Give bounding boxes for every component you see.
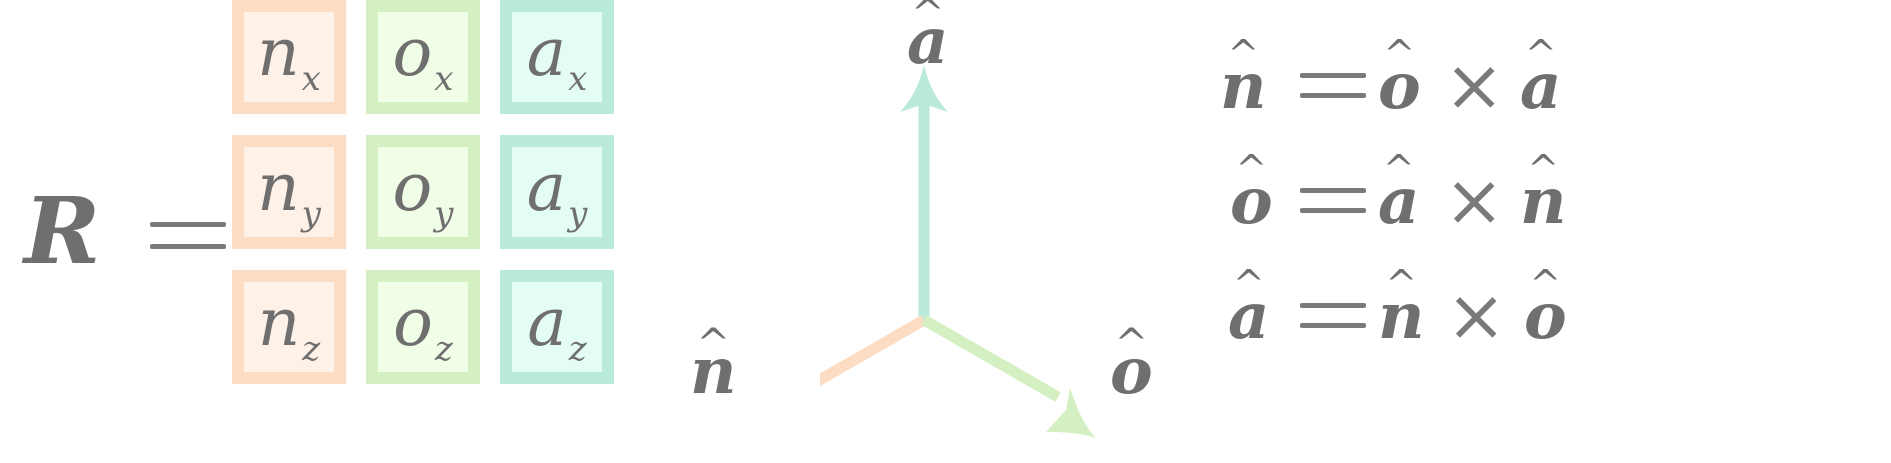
cell-symbol: o — [392, 14, 433, 91]
axis-letter: a — [907, 4, 949, 79]
cell-subscript: x — [568, 59, 588, 99]
hat-accent: ^ — [1114, 321, 1149, 367]
hat-accent: ^ — [1527, 147, 1560, 191]
relation-o: ^ o ^ a × ^ n — [1230, 150, 1640, 250]
coordinate-frame-diagram — [820, 65, 1096, 438]
hat-accent: ^ — [1382, 147, 1415, 191]
cell-subscript: x — [434, 59, 454, 99]
relation-operand-2: ^ n — [1520, 150, 1567, 234]
relation-equals — [1300, 188, 1366, 214]
relation-lhs-letter: o — [1230, 164, 1273, 239]
relation-lhs-letter: a — [1228, 279, 1270, 354]
cell-subscript: y — [434, 194, 454, 234]
cell-subscript: z — [434, 329, 453, 369]
cell-symbol: n — [257, 284, 301, 361]
relation-operand-1: ^ o — [1378, 35, 1421, 119]
a-axis-arrowhead — [900, 65, 948, 112]
relation-n: ^ n ^ o × ^ a — [1220, 35, 1630, 135]
axis-label-o: ^ o — [1110, 324, 1153, 404]
hat-accent: ^ — [910, 0, 945, 37]
relation-lhs-letter: n — [1220, 49, 1267, 124]
relation-operand-1: ^ a — [1378, 150, 1419, 234]
cell-symbol: a — [526, 149, 567, 226]
hat-accent: ^ — [1235, 147, 1268, 191]
times-symbol: × — [1446, 273, 1507, 357]
cell-symbol: o — [393, 284, 433, 361]
cell-subscript: x — [301, 59, 321, 99]
relation-lhs: ^ n — [1220, 35, 1267, 119]
relation-equals — [1300, 73, 1366, 99]
o-axis-line — [921, 315, 1061, 402]
axis-label-a: ^ a — [907, 0, 948, 74]
relation-operand-1-letter: o — [1378, 49, 1421, 124]
relation-operand-2-letter: a — [1520, 49, 1562, 124]
relation-operand-2-letter: n — [1520, 164, 1567, 239]
hat-accent: ^ — [696, 321, 731, 367]
relation-equals — [1300, 303, 1366, 329]
cell-symbol: a — [527, 284, 567, 361]
relation-operand-2: ^ a — [1520, 35, 1561, 119]
cell-symbol: a — [526, 14, 567, 91]
cell-subscript: z — [568, 329, 587, 369]
hat-accent: ^ — [1232, 262, 1265, 306]
relation-lhs: ^ a — [1228, 265, 1269, 349]
hat-accent: ^ — [1524, 32, 1557, 76]
rotation-matrix-symbol: R — [24, 177, 101, 285]
cell-subscript: y — [301, 194, 321, 234]
relation-operand-1-letter: n — [1378, 279, 1425, 354]
relation-operand-2: ^ o — [1524, 265, 1567, 349]
cell-subscript: y — [568, 194, 588, 234]
hat-accent: ^ — [1385, 262, 1418, 306]
cell-symbol: n — [257, 149, 300, 226]
relation-operand-1: ^ n — [1378, 265, 1425, 349]
hat-accent: ^ — [1227, 32, 1260, 76]
hat-accent: ^ — [1383, 32, 1416, 76]
equals-sign — [150, 222, 226, 250]
axis-letter: n — [690, 334, 737, 409]
times-symbol: × — [1444, 43, 1505, 127]
relation-operand-2-letter: o — [1524, 279, 1567, 354]
relation-operand-1-letter: a — [1378, 164, 1420, 239]
hat-accent: ^ — [1529, 262, 1562, 306]
relation-a: ^ a ^ n × ^ o — [1228, 265, 1638, 365]
axis-letter: o — [1110, 334, 1153, 409]
times-symbol: × — [1444, 158, 1505, 242]
cell-symbol: o — [392, 149, 433, 226]
n-axis-line — [820, 315, 927, 387]
relation-lhs: ^ o — [1230, 150, 1273, 234]
axis-label-n: ^ n — [690, 324, 737, 404]
o-axis-arrowhead — [1046, 388, 1096, 438]
cell-symbol: n — [257, 14, 300, 91]
cell-subscript: z — [302, 329, 321, 369]
